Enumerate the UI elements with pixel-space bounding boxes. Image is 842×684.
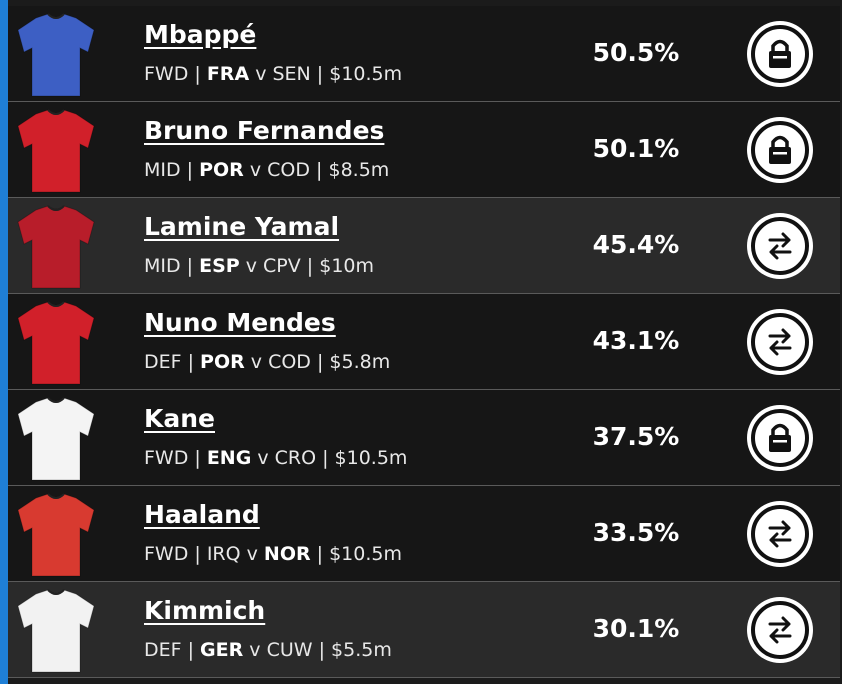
ownership: 37.5% — [592, 422, 680, 451]
info-segment: MID | — [144, 255, 200, 277]
info-segment: GER — [200, 639, 244, 661]
player-info: DEF | POR v COD | $5.8m — [144, 351, 390, 373]
player-info: FWD | IRQ v NOR | $10.5m — [144, 543, 402, 565]
player-name[interactable]: Mbappé — [144, 20, 257, 49]
lock-icon[interactable] — [746, 116, 814, 184]
player-row[interactable]: Haaland FWD | IRQ v NOR | $10.5m 33.5% — [8, 486, 840, 582]
player-name[interactable]: Kimmich — [144, 596, 266, 625]
info-segment: NOR — [263, 543, 311, 565]
info-segment: | $10.5m — [310, 543, 402, 565]
info-segment: FWD | — [144, 63, 207, 85]
player-row[interactable]: Bruno Fernandes MID | POR v COD | $8.5m 50… — [8, 102, 840, 198]
info-segment: POR — [200, 351, 245, 373]
shirt — [17, 301, 95, 385]
player-name[interactable]: Bruno Fernandes — [144, 116, 385, 145]
info-segment: v CPV | $10m — [239, 255, 375, 277]
info-segment: DEF | — [144, 351, 201, 373]
ownership: 43.1% — [592, 326, 680, 355]
player-info: FWD | ENG v CRO | $10.5m — [144, 447, 407, 469]
info-segment: v CUW | $5.5m — [243, 639, 392, 661]
info-segment: MID | — [144, 159, 200, 181]
player-info: DEF | GER v CUW | $5.5m — [144, 639, 392, 661]
side-strip — [0, 0, 8, 684]
ownership: 50.5% — [592, 38, 680, 67]
player-info: MID | POR v COD | $8.5m — [144, 159, 389, 181]
player-name[interactable]: Kane — [144, 404, 215, 433]
player-info: FWD | FRA v SEN | $10.5m — [144, 63, 402, 85]
info-segment: ENG — [206, 447, 252, 469]
player-name[interactable]: Lamine Yamal — [144, 212, 340, 241]
player-list: Mbappé FWD | FRA v SEN | $10.5m 50.5% Bruno… — [8, 6, 840, 678]
player-row[interactable]: Kimmich DEF | GER v CUW | $5.5m 30.1% — [8, 582, 840, 678]
player-info: MID | ESP v CPV | $10m — [144, 255, 374, 277]
shirt — [17, 589, 95, 673]
info-segment: FWD | — [144, 447, 207, 469]
info-segment: v CRO | $10.5m — [251, 447, 408, 469]
transfer-icon[interactable] — [746, 500, 814, 568]
lock-icon[interactable] — [746, 20, 814, 88]
ownership: 33.5% — [592, 518, 680, 547]
player-row[interactable]: Kane FWD | ENG v CRO | $10.5m 37.5% — [8, 390, 840, 486]
info-segment: FWD | IRQ v — [144, 543, 264, 565]
lock-icon[interactable] — [746, 404, 814, 472]
ownership: 50.1% — [592, 134, 680, 163]
ownership: 45.4% — [592, 230, 680, 259]
info-segment: ESP — [199, 255, 240, 277]
shirt — [17, 109, 95, 193]
player-name[interactable]: Haaland — [144, 500, 260, 529]
info-segment: POR — [199, 159, 244, 181]
player-row[interactable]: Lamine Yamal MID | ESP v CPV | $10m 45.4% — [8, 198, 840, 294]
info-segment: DEF | — [144, 639, 201, 661]
info-segment: v SEN | $10.5m — [249, 63, 403, 85]
shirt — [17, 493, 95, 577]
info-segment: FRA — [206, 63, 250, 85]
player-row[interactable]: Nuno Mendes DEF | POR v COD | $5.8m 43.1% — [8, 294, 840, 390]
transfer-icon[interactable] — [746, 596, 814, 664]
shirt — [17, 13, 95, 97]
ownership: 30.1% — [592, 614, 680, 643]
transfer-icon[interactable] — [746, 212, 814, 280]
transfer-icon[interactable] — [746, 308, 814, 376]
shirt — [17, 397, 95, 481]
player-name[interactable]: Nuno Mendes — [144, 308, 336, 337]
info-segment: v COD | $5.8m — [244, 351, 391, 373]
info-segment: v COD | $8.5m — [243, 159, 390, 181]
player-row[interactable]: Mbappé FWD | FRA v SEN | $10.5m 50.5% — [8, 6, 840, 102]
shirt — [17, 205, 95, 289]
